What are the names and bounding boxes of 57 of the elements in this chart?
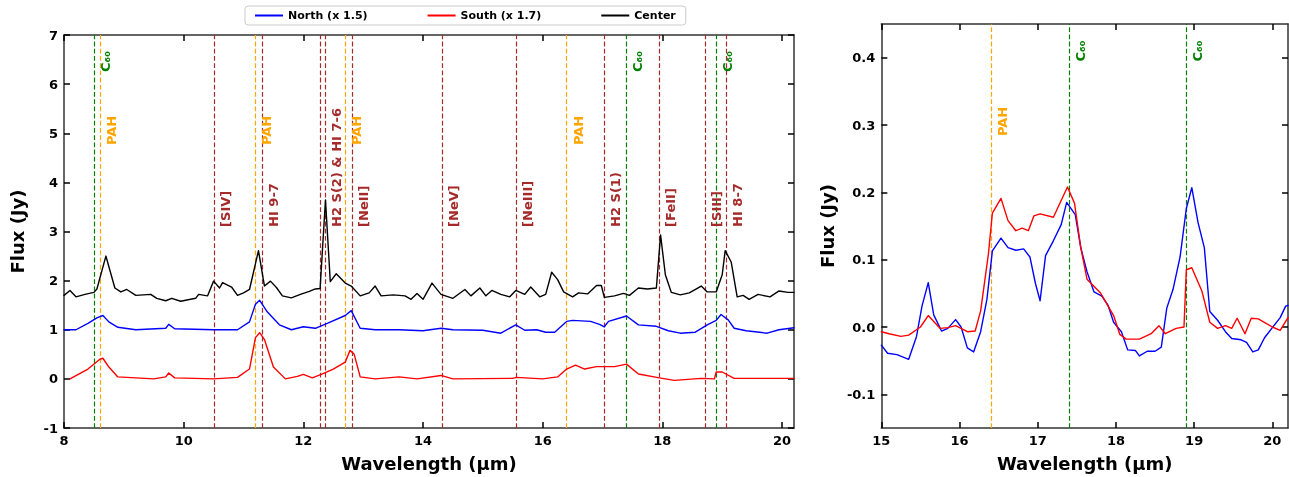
y-tick-label: 0.3: [852, 117, 876, 133]
ref-line-label: C₆₀: [1190, 40, 1206, 62]
x-tick-label: 8: [59, 433, 69, 448]
y-tick-label: 0.1: [852, 252, 876, 268]
line-series: [63, 299, 795, 334]
y-tick-label: 0.4: [852, 50, 876, 66]
y-tick-label: 4: [48, 174, 58, 190]
ref-line-label: PAH: [994, 106, 1010, 137]
ref-line-label: H2 S(1): [608, 172, 624, 227]
ref-line-label: PAH: [259, 115, 275, 146]
ref-line-label: HI 9-7: [266, 183, 282, 227]
ref-line-label: [SIV]: [218, 190, 234, 227]
y-tick-label: 3: [48, 224, 58, 239]
x-tick-label: 16: [533, 433, 552, 448]
y-axis-title: Flux (Jy): [6, 189, 28, 274]
legend-label: Center: [634, 9, 677, 22]
ref-line-label: PAH: [103, 115, 119, 146]
x-axis-title: Wavelength (μm): [996, 452, 1173, 474]
x-tick-label: 18: [1106, 433, 1125, 448]
y-tick-label: 6: [48, 76, 58, 92]
y-tick-label: -0.1: [846, 386, 876, 402]
ref-line-label: PAH: [349, 115, 365, 146]
y-tick-label: 0.2: [852, 184, 876, 200]
ref-line-label: C₆₀: [720, 50, 736, 73]
x-tick-label: 16: [950, 433, 969, 448]
y-tick-label: 7: [48, 27, 58, 43]
ref-line-label: H2 S(2) & HI 7-6: [329, 108, 345, 227]
x-tick-label: 14: [413, 433, 433, 448]
ref-line-label: C₆₀: [97, 50, 113, 73]
legend-label: North (x 1.5): [288, 9, 368, 22]
x-tick-label: 19: [1185, 433, 1204, 448]
x-tick-label: 18: [653, 433, 672, 448]
legend-label: South (x 1.7): [460, 9, 542, 22]
ref-line-label: [NeV]: [446, 185, 462, 227]
line-series: [69, 332, 795, 382]
x-tick-label: 10: [174, 433, 193, 448]
ref-line-label: C₆₀: [1073, 40, 1089, 62]
ref-line-label: PAH: [570, 115, 586, 146]
x-tick-label: 12: [294, 433, 313, 448]
ref-line-label: [FeII]: [662, 188, 678, 227]
x-tick-label: 17: [1028, 433, 1047, 448]
y-tick-label: 5: [48, 125, 58, 141]
ref-line-label: C₆₀: [630, 50, 646, 73]
ref-line-label: [NeII]: [355, 185, 371, 227]
y-tick-label: 0.0: [852, 319, 876, 335]
y-axis-title: Flux (Jy): [816, 183, 838, 269]
y-tick-label: 1: [48, 322, 58, 338]
x-tick-label: 15: [872, 433, 891, 448]
x-tick-label: 20: [1263, 433, 1282, 448]
y-tick-label: 0: [48, 371, 58, 387]
x-tick-label: 20: [772, 433, 792, 448]
y-tick-label: -1: [43, 420, 58, 436]
ref-line-label: HI 8-7: [729, 183, 745, 227]
ref-line-label: [SIII]: [708, 191, 724, 227]
y-tick-label: 2: [48, 273, 58, 289]
x-axis-title: Wavelength (μm): [341, 452, 517, 474]
ref-line-label: [NeIII]: [520, 180, 536, 227]
